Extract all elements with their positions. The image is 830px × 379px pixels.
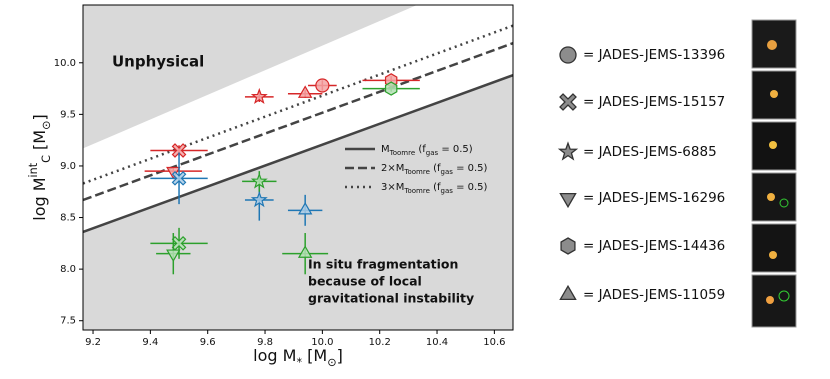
x-tick-label: 9.8 [257,337,273,348]
text-part: ] [337,346,343,365]
x-axis-label: log M* [M⊙] [253,346,343,369]
galaxy-ring [779,198,789,208]
thumbnails [751,19,797,328]
text-part: gas [441,187,454,195]
text-part: Toomre [403,187,430,195]
x-tick-label: 10.0 [311,337,333,348]
model-line [82,73,514,234]
legend-marker [560,237,576,255]
text-part: C [40,155,53,163]
text-part: M [381,144,390,155]
galaxy-blob [767,40,777,50]
text-part: (f [415,144,426,155]
marker [250,87,268,105]
marker [171,143,187,158]
region [83,5,417,149]
legend-marker [559,192,577,209]
text-part: gas [441,168,454,176]
region-label: because of local [308,274,422,289]
galaxy-blob [769,251,777,259]
x-tick-label: 9.2 [85,337,101,348]
region [83,75,513,331]
text-part: = 0.5) [453,182,488,193]
legend-label: = JADES-JEMS-15157 [583,94,725,110]
galaxy-blob [770,90,778,98]
galaxy-blob [767,193,775,201]
text-part: ⊙ [327,356,336,369]
marker [166,249,181,263]
text-part: gas [426,149,439,157]
marker [384,81,398,96]
text-part: (f [430,182,441,193]
y-tick-label: 10.0 [54,58,76,69]
x-tick-label: 9.4 [142,337,158,348]
text-part: (f [430,163,441,174]
legend-marker [559,46,577,64]
text-part: 3×M [381,182,404,193]
y-tick-label: 7.5 [60,316,76,327]
marker [171,170,187,186]
legend-label: 2×MToomre (fgas = 0.5) [381,163,488,176]
text-part: [M [302,346,327,365]
legend-marker [557,141,579,161]
region-label: In situ fragmentation [308,257,458,272]
marker [297,245,313,258]
text-part: ] [30,114,49,120]
legend-label: = JADES-JEMS-16296 [583,190,725,206]
model-line [82,42,514,202]
legend-label: MToomre (fgas = 0.5) [381,144,473,157]
text-part: log M [253,346,296,365]
y-tick-label: 8.5 [60,213,76,224]
x-tick-label: 10.2 [369,337,391,348]
legend-label: = JADES-JEMS-13396 [583,47,725,63]
text-part: * [296,356,302,369]
text-part: ⊙ [40,121,53,130]
text-part: 2×M [381,163,404,174]
y-tick-label: 8.0 [60,264,76,275]
thumbnail [751,274,797,328]
galaxy-blob [766,296,774,304]
region-label: gravitational instability [308,291,474,306]
legend-label: = JADES-JEMS-14436 [583,238,725,254]
marker [250,191,268,208]
x-tick-label: 9.6 [200,337,216,348]
marker [297,85,313,98]
legend-label: 3×MToomre (fgas = 0.5) [381,182,488,195]
galaxy-ring [778,290,790,302]
y-tick-label: 9.0 [60,161,76,172]
x-tick-label: 10.6 [483,337,505,348]
galaxy-blob [769,141,777,149]
model-line [82,24,514,185]
text-part: int [27,162,40,177]
text-part: = 0.5) [438,144,473,155]
y-axis-label: log MintC [M⊙] [27,114,53,220]
legend-marker [559,93,577,111]
text-part: = 0.5) [453,163,488,174]
thumbnail [751,223,797,273]
text-part: Toomre [403,168,430,176]
marker [297,201,313,215]
legend-marker [559,284,577,301]
marker [250,172,268,189]
legend-label: = JADES-JEMS-6885 [583,144,717,160]
marker [315,78,330,93]
y-tick-label: 9.5 [60,109,76,120]
text-part: [M [30,130,49,155]
text-part: log M [30,177,49,220]
legend-label: = JADES-JEMS-11059 [583,287,725,303]
region-label: Unphysical [112,53,204,71]
axes-frame [82,4,514,331]
text-part: Toomre [389,149,416,157]
x-tick-label: 10.4 [426,337,448,348]
marker [171,235,187,251]
